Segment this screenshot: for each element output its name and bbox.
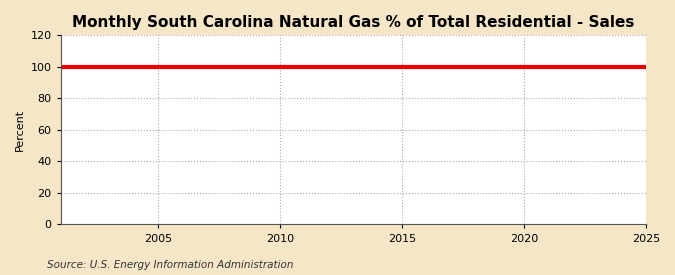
Title: Monthly South Carolina Natural Gas % of Total Residential - Sales: Monthly South Carolina Natural Gas % of … [72,15,634,30]
Text: Source: U.S. Energy Information Administration: Source: U.S. Energy Information Administ… [47,260,294,270]
Y-axis label: Percent: Percent [15,109,25,151]
